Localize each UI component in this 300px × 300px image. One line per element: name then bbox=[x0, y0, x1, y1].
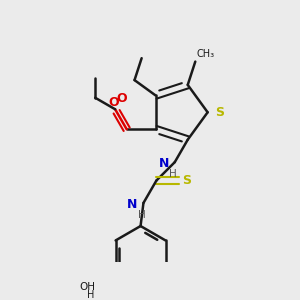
Text: OH: OH bbox=[79, 282, 95, 292]
Text: O: O bbox=[117, 92, 127, 105]
Text: CH₃: CH₃ bbox=[197, 49, 215, 59]
Text: H: H bbox=[138, 210, 146, 220]
Text: S: S bbox=[215, 106, 224, 119]
Text: O: O bbox=[108, 96, 119, 109]
Text: H: H bbox=[169, 169, 177, 179]
Text: S: S bbox=[182, 174, 191, 187]
Text: N: N bbox=[159, 157, 169, 170]
Text: N: N bbox=[127, 198, 138, 211]
Text: H: H bbox=[87, 290, 94, 300]
